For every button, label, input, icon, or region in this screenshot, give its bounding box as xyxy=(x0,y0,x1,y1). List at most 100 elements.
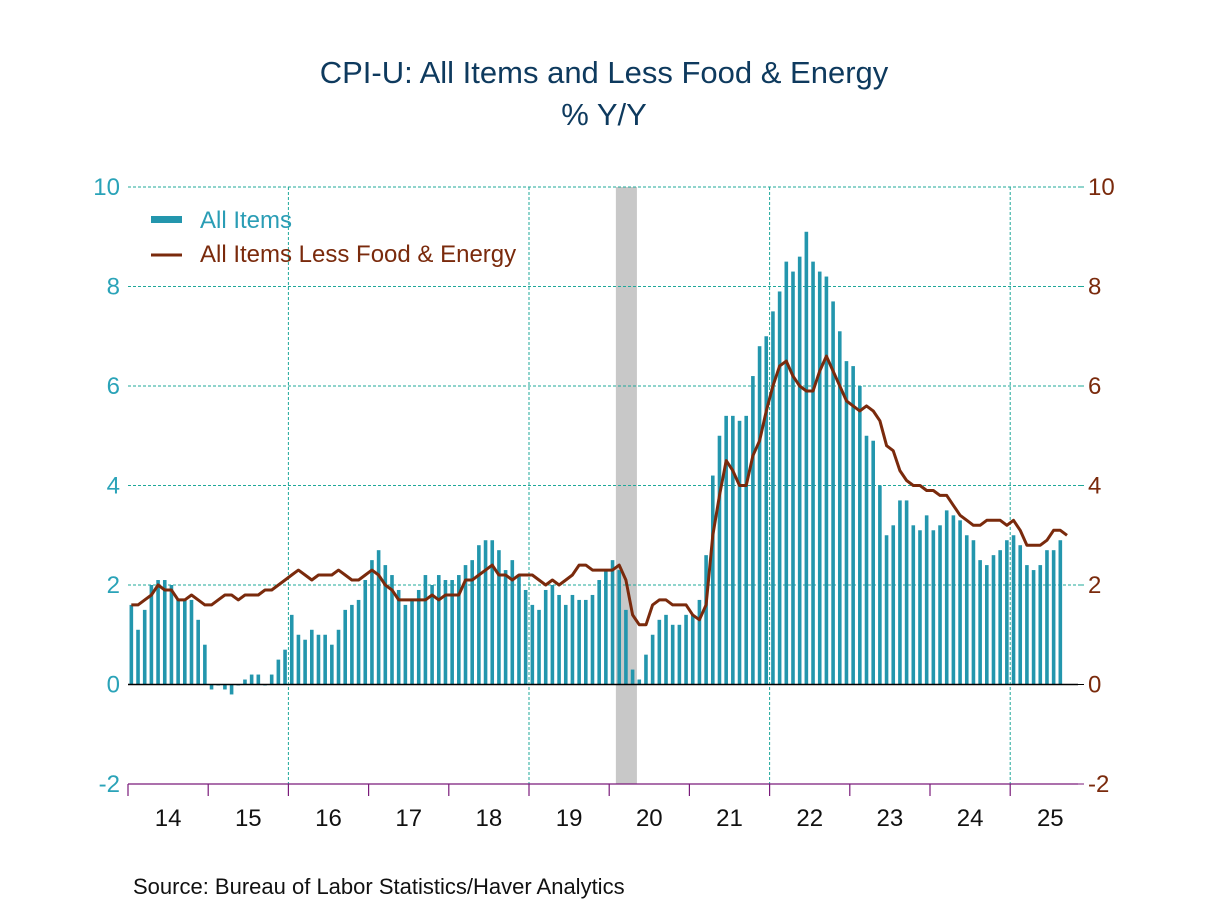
bar-all-items xyxy=(597,580,601,685)
bar-all-items xyxy=(370,560,374,685)
bar-all-items xyxy=(650,634,655,685)
bar-all-items xyxy=(731,415,735,685)
bar-all-items xyxy=(336,629,341,685)
bar-all-items xyxy=(938,525,942,685)
bar-all-items xyxy=(670,624,675,685)
bar-all-items xyxy=(430,585,434,685)
bar-all-items xyxy=(837,331,842,685)
bar-all-items xyxy=(577,599,581,685)
x-tick-label: 22 xyxy=(796,805,823,832)
y-tick-label-right: 8 xyxy=(1088,274,1101,301)
bar-all-items xyxy=(757,346,762,685)
recession-bar xyxy=(615,187,637,784)
bar-all-items xyxy=(1005,540,1009,685)
bar-all-items xyxy=(951,515,956,685)
bar-all-items xyxy=(924,515,929,685)
y-tick-label-left: 10 xyxy=(93,174,120,201)
bar-all-items xyxy=(356,599,361,685)
y-tick-label-right: 0 xyxy=(1088,672,1101,699)
bar-all-items xyxy=(844,361,849,685)
bar-all-items xyxy=(958,520,962,685)
bar-all-items xyxy=(630,669,635,685)
legend-swatch-all-items xyxy=(151,216,182,223)
bar-all-items xyxy=(771,311,775,685)
bar-all-items xyxy=(423,575,428,685)
bar-all-items xyxy=(390,575,394,685)
bar-all-items xyxy=(209,684,214,690)
bar-all-items xyxy=(744,415,749,685)
bar-all-items xyxy=(991,555,996,685)
bar-all-items xyxy=(477,545,481,685)
bar-all-items xyxy=(156,580,160,685)
bar-all-items xyxy=(570,594,575,685)
bar-all-items xyxy=(764,336,769,685)
bar-all-items xyxy=(289,614,294,685)
recession-shading-layer xyxy=(615,187,637,784)
x-tick-label: 23 xyxy=(877,805,904,832)
bar-all-items xyxy=(878,485,882,685)
bar-all-items xyxy=(884,535,889,685)
bar-all-items xyxy=(1051,550,1056,685)
chart-subtitle: % Y/Y xyxy=(561,97,647,132)
bar-all-items xyxy=(824,276,829,685)
chart-title: CPI-U: All Items and Less Food & Energy … xyxy=(0,52,1208,136)
bar-all-items xyxy=(436,575,441,685)
bar-all-items xyxy=(316,634,321,685)
bar-all-items xyxy=(710,475,715,685)
y-tick-label-left: -2 xyxy=(99,771,120,798)
bar-all-items xyxy=(1011,535,1016,685)
bar-all-items xyxy=(684,614,688,685)
bar-all-items xyxy=(523,589,528,685)
x-tick-label: 16 xyxy=(315,805,342,832)
bar-all-items xyxy=(176,599,180,685)
bar-all-items xyxy=(223,684,227,690)
bar-all-items xyxy=(537,609,541,685)
x-tick-label: 15 xyxy=(235,805,262,832)
x-tick-label: 19 xyxy=(556,805,583,832)
y-tick-label-left: 4 xyxy=(107,473,120,500)
bar-all-items xyxy=(457,575,461,685)
bar-all-items xyxy=(797,256,802,685)
bar-all-items xyxy=(1018,545,1023,685)
bar-all-items xyxy=(717,435,722,685)
bar-all-items xyxy=(142,609,147,685)
bar-all-items xyxy=(503,570,508,685)
bar-all-items xyxy=(751,376,755,685)
bar-all-items xyxy=(964,535,969,685)
bar-all-items xyxy=(309,629,314,685)
bar-all-items xyxy=(811,261,815,685)
bar-all-items xyxy=(677,624,682,685)
bar-all-items xyxy=(136,629,140,685)
bar-all-items xyxy=(203,644,207,685)
bar-all-items xyxy=(162,580,167,685)
bar-all-items xyxy=(416,589,421,685)
bar-all-items xyxy=(189,599,194,685)
bar-all-items xyxy=(978,560,982,685)
bar-all-items xyxy=(470,560,474,685)
bar-all-items xyxy=(724,415,728,685)
bar-all-items xyxy=(383,565,388,685)
bar-all-items xyxy=(563,604,568,685)
y-tick-label-left: 2 xyxy=(107,572,120,599)
bar-all-items xyxy=(129,604,134,685)
bar-all-items xyxy=(490,540,495,685)
bar-all-items xyxy=(557,594,561,685)
bar-all-items xyxy=(931,530,936,685)
line-series-core xyxy=(131,354,1068,627)
bar-all-items xyxy=(1038,565,1043,685)
legend: All Items All Items Less Food & Energy xyxy=(151,207,516,268)
bar-all-items xyxy=(269,674,274,685)
bar-all-items xyxy=(149,585,154,685)
chart-title-main: CPI-U: All Items and Less Food & Energy xyxy=(319,55,889,90)
bar-all-items xyxy=(777,291,782,685)
bar-all-items xyxy=(350,604,354,685)
y-tick-label-left: 0 xyxy=(107,672,120,699)
bar-all-items xyxy=(410,599,414,685)
bar-all-items xyxy=(1031,570,1036,685)
x-tick-label: 21 xyxy=(716,805,743,832)
bar-all-items xyxy=(196,619,200,685)
bar-all-items xyxy=(550,585,555,685)
bar-all-items xyxy=(657,619,662,685)
bar-all-items xyxy=(463,565,468,685)
bar-all-items xyxy=(624,609,628,685)
